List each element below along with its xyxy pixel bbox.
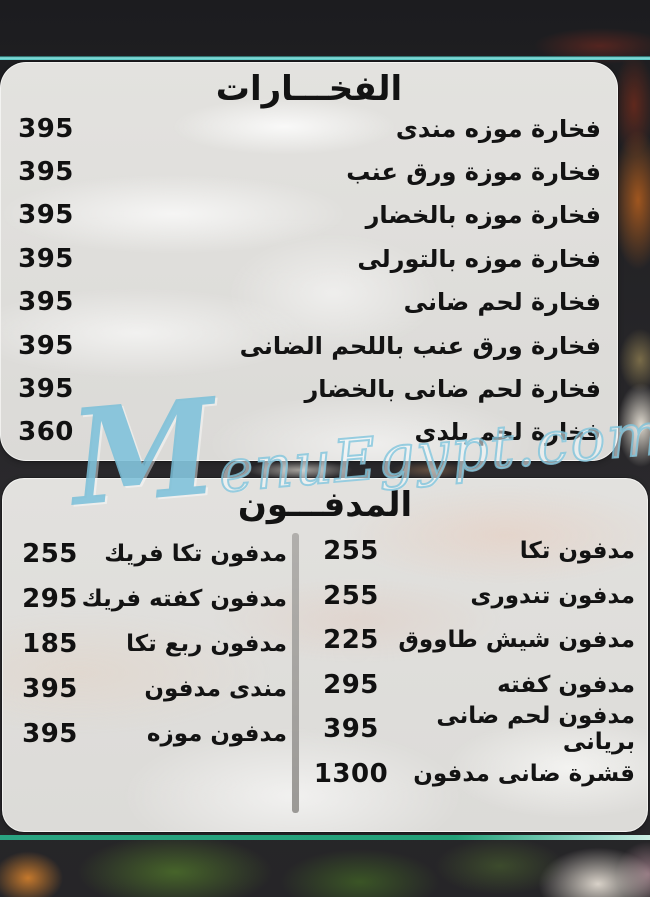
- item-name: قشرة ضانى مدفون: [413, 760, 635, 787]
- item-price: 360: [18, 417, 74, 448]
- item-name: فخارة موزه بالخضار: [365, 201, 601, 230]
- menu-item-row: 395 مدفون لحم ضانى بريانى: [307, 703, 639, 755]
- menu-item-row: 395 مدفون موزه: [15, 711, 291, 756]
- item-name: مدفون تندورى: [470, 582, 635, 609]
- menu-item-row: 1300 قشرة ضانى مدفون: [307, 752, 639, 797]
- item-price: 395: [22, 718, 78, 749]
- item-name: مدفون تكا فريك: [104, 540, 287, 567]
- fakharat-item-list: 395 فخارة موزه مندى 395 فخارة موزة ورق ع…: [1, 107, 617, 454]
- item-price: 255: [323, 536, 379, 567]
- item-name: فخارة ورق عنب باللحم الضانى: [239, 331, 601, 360]
- menu-item-row: 255 مدفون تندورى: [307, 574, 639, 619]
- section-title-madfoun: المدفـــون: [237, 485, 413, 525]
- item-name: فخارة موزه بالتورلى: [357, 244, 601, 273]
- item-name: مدفون شيش طاووق: [398, 627, 635, 654]
- item-name: مندى مدفون: [144, 675, 287, 702]
- menu-item-row: 295 مدفون كفته فريك: [15, 576, 291, 621]
- menu-item-row: 295 مدفون كفته: [307, 663, 639, 708]
- menu-item-row: 395 مندى مدفون: [15, 666, 291, 711]
- top-accent-line: [0, 56, 650, 60]
- item-name: مدفون ربع تكا: [126, 630, 287, 657]
- menu-item-row: 395 فخارة موزة ورق عنب: [1, 150, 617, 193]
- column-divider: [292, 533, 299, 813]
- item-name: مدفون كفته فريك: [81, 585, 287, 612]
- section-fakharat: الفخـــارات 395 فخارة موزه مندى 395 فخار…: [0, 62, 618, 461]
- item-price: 395: [18, 374, 74, 405]
- item-price: 395: [18, 330, 74, 361]
- item-name: مدفون لحم ضانى بريانى: [436, 703, 635, 756]
- item-price: 395: [18, 243, 74, 274]
- item-price: 395: [22, 673, 78, 704]
- menu-item-row: 395 فخارة موزه بالتورلى: [1, 237, 617, 280]
- item-price: 295: [22, 583, 78, 614]
- item-price: 1300: [313, 758, 389, 789]
- menu-item-row: 255 مدفون تكا: [307, 529, 639, 574]
- item-name: فخارة لحم بلدى: [414, 418, 601, 447]
- menu-item-row: 360 فخارة لحم بلدى: [1, 411, 617, 454]
- menu-item-row: 395 فخارة ورق عنب باللحم الضانى: [1, 324, 617, 367]
- menu-item-row: 225 مدفون شيش طاووق: [307, 618, 639, 663]
- item-name: فخارة موزه مندى: [395, 114, 601, 143]
- section-madfoun: المدفـــون 255 مدفون تكا فريك 295 مدفون …: [2, 478, 648, 832]
- bottom-accent-line: [0, 835, 650, 840]
- item-price: 395: [323, 714, 379, 745]
- section-title-fakharat: الفخـــارات: [215, 69, 403, 109]
- item-name: مدفون موزه: [146, 720, 287, 747]
- menu-item-row: 185 مدفون ربع تكا: [15, 621, 291, 666]
- item-name: فخارة موزة ورق عنب: [346, 158, 601, 187]
- menu-item-row: 395 فخارة لحم ضانى: [1, 281, 617, 324]
- item-price: 255: [323, 580, 379, 611]
- madfoun-left-column: 255 مدفون تكا فريك 295 مدفون كفته فريك 1…: [15, 531, 291, 756]
- menu-item-row: 395 فخارة موزه مندى: [1, 107, 617, 150]
- item-price: 255: [22, 538, 78, 569]
- item-name: مدفون كفته: [497, 671, 635, 698]
- item-price: 395: [18, 200, 74, 231]
- item-price: 395: [18, 157, 74, 188]
- item-price: 185: [22, 628, 78, 659]
- item-name: فخارة لحم ضانى: [403, 288, 601, 317]
- item-price: 395: [18, 287, 74, 318]
- item-price: 395: [18, 113, 74, 144]
- item-name: فخارة لحم ضانى بالخضار: [304, 375, 601, 404]
- menu-item-row: 255 مدفون تكا فريك: [15, 531, 291, 576]
- menu-item-row: 395 فخارة لحم ضانى بالخضار: [1, 367, 617, 410]
- item-price: 225: [323, 625, 379, 656]
- madfoun-right-column: 255 مدفون تكا 255 مدفون تندورى 225 مدفون…: [307, 529, 639, 796]
- menu-item-row: 395 فخارة موزه بالخضار: [1, 194, 617, 237]
- item-name: مدفون تكا: [519, 538, 635, 565]
- item-price: 295: [323, 669, 379, 700]
